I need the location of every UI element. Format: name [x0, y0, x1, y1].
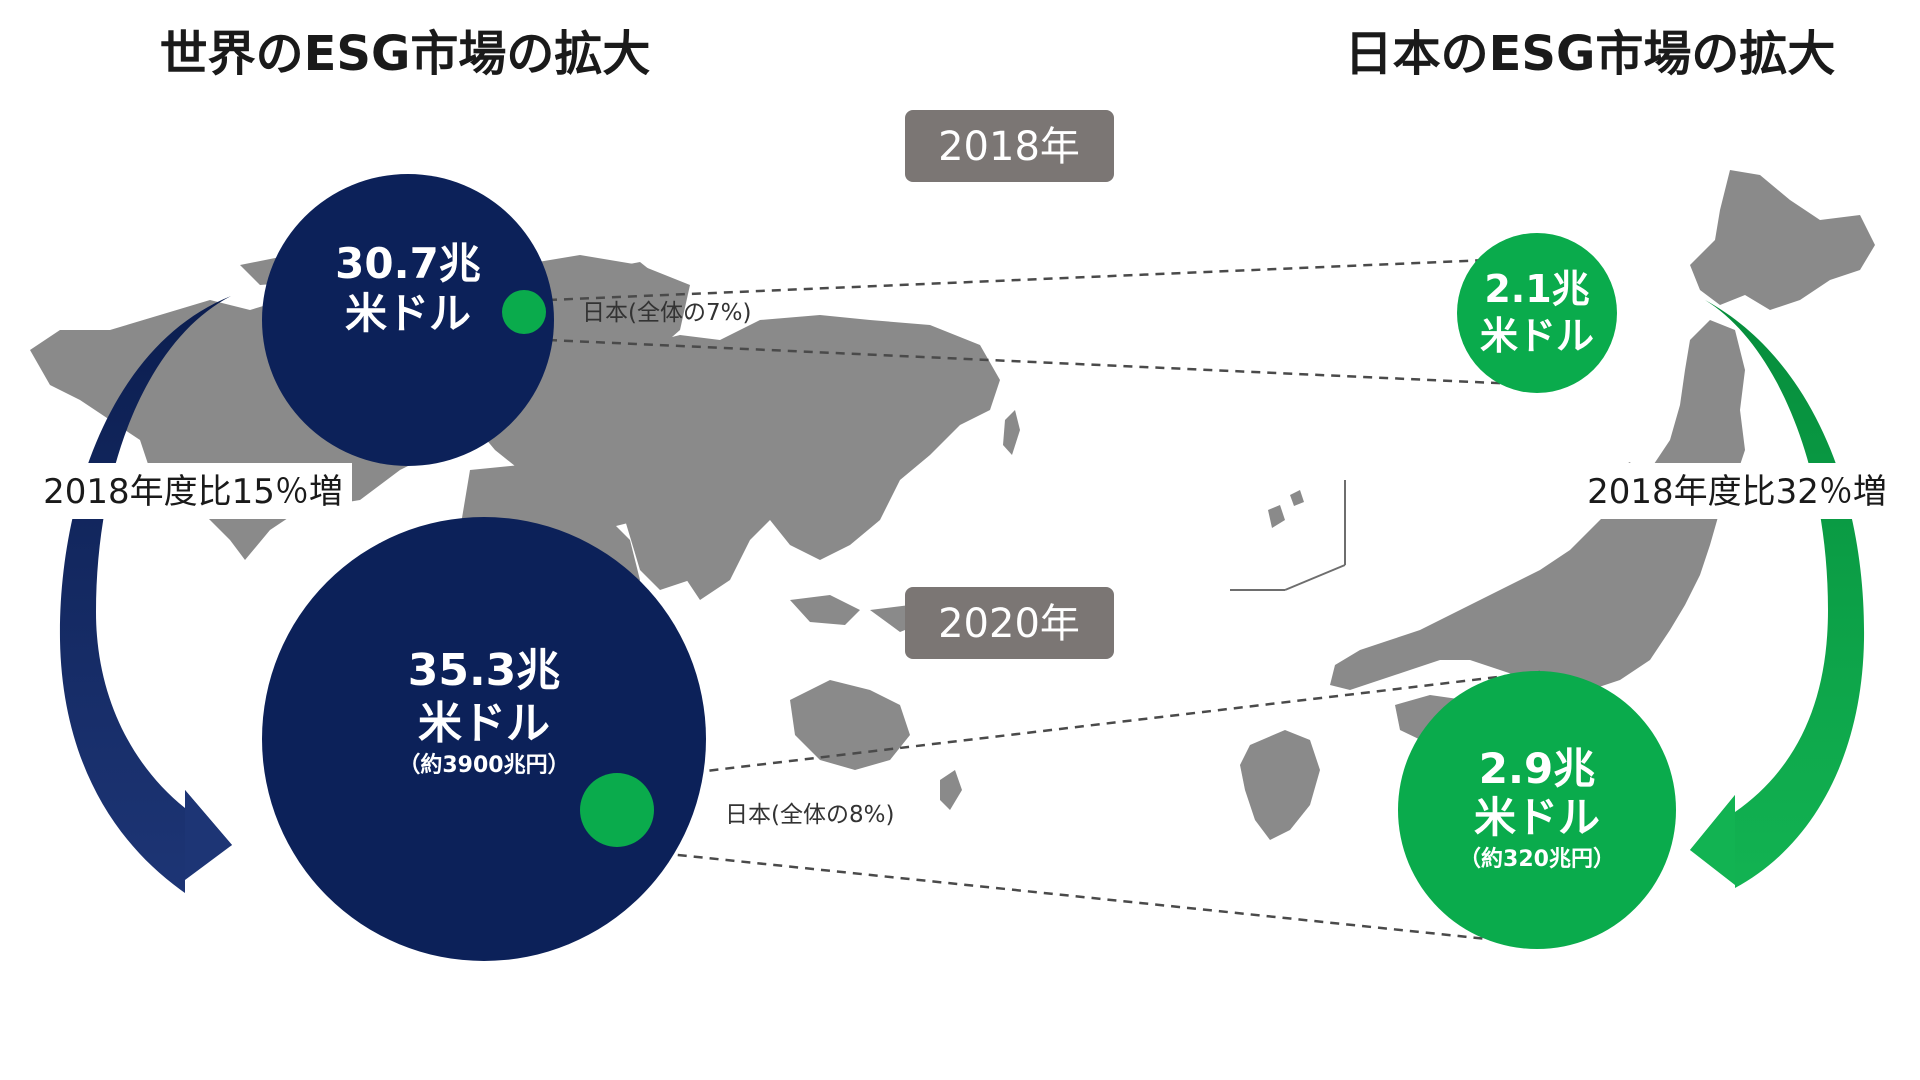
- japan-2020-bubble: [1398, 671, 1676, 949]
- year-badge-2020-label: 2020年: [938, 601, 1080, 647]
- world-2018-japan-dot: [502, 290, 546, 334]
- connector-2020-bottom: [629, 848, 1546, 947]
- japan-growth-arrow-head: [1690, 795, 1735, 885]
- map-australia: [790, 680, 910, 770]
- japan-growth-label: 2018年度比32％増: [1587, 472, 1887, 512]
- world-growth-arrow-head: [185, 790, 232, 880]
- japan-growth-label-bg: [1576, 463, 1898, 519]
- inset-frame: [1230, 480, 1346, 591]
- world-2018-value: 30.7兆: [335, 239, 481, 288]
- world-2018-japan-share: 日本(全体の7%): [582, 300, 751, 326]
- map-kyushu: [1240, 730, 1320, 840]
- map-arabia: [625, 520, 700, 590]
- year-badge-2020-bg: [905, 587, 1114, 659]
- world-2020-japan-share: 日本(全体の8%): [725, 802, 894, 828]
- map-se-asia-islands: [790, 595, 930, 632]
- connector-2018-top: [547, 256, 1536, 302]
- map-new-zealand: [940, 770, 962, 810]
- world-title: 世界のESG市場の拡大: [160, 26, 651, 82]
- map-honshu: [1330, 320, 1745, 690]
- world-2020-circle: 35.3兆 米ドル （約3900兆円）: [262, 517, 706, 961]
- japan-map: [1240, 170, 1875, 840]
- world-2020-unit: 米ドル: [418, 698, 550, 749]
- connector-2020-top: [629, 670, 1541, 782]
- world-2018-circle: 30.7兆 米ドル: [262, 174, 554, 466]
- world-2020-bubble: [262, 517, 706, 961]
- world-growth-label-bg: [34, 463, 352, 519]
- world-2020-value: 35.3兆: [408, 645, 561, 696]
- japan-2020-circle: 2.9兆 米ドル （約320兆円）: [1398, 671, 1676, 949]
- world-2018-bubble: [262, 174, 554, 466]
- japan-2020-yen: （約320兆円）: [1459, 846, 1615, 872]
- world-growth-label: 2018年度比15％増: [43, 472, 343, 512]
- world-growth-arrow: [59, 256, 232, 893]
- year-badge-2018-label: 2018年: [938, 124, 1080, 170]
- map-hokkaido: [1690, 170, 1875, 310]
- connector-lines: [547, 256, 1546, 947]
- japan-growth-arrow: [1690, 260, 1865, 888]
- year-badge-2018-bg: [905, 110, 1114, 182]
- japan-2018-value: 2.1兆: [1484, 267, 1589, 311]
- japan-2018-bubble: [1457, 233, 1617, 393]
- year-badge-2018: 2018年: [905, 110, 1114, 182]
- map-southern-islands: [1268, 490, 1304, 528]
- world-2020-japan-dot: [580, 773, 654, 847]
- world-2020-yen: （約3900兆円）: [398, 752, 569, 778]
- japan-2018-circle: 2.1兆 米ドル: [1457, 233, 1617, 393]
- japan-2020-value: 2.9兆: [1479, 744, 1595, 793]
- year-badge-2020: 2020年: [905, 587, 1114, 659]
- japan-2018-unit: 米ドル: [1480, 314, 1594, 358]
- map-japan-small: [1003, 410, 1020, 455]
- connector-2018-bottom: [547, 338, 1541, 387]
- japan-2020-unit: 米ドル: [1474, 793, 1600, 842]
- world-2018-unit: 米ドル: [345, 289, 471, 338]
- japan-title: 日本のESG市場の拡大: [1345, 26, 1836, 82]
